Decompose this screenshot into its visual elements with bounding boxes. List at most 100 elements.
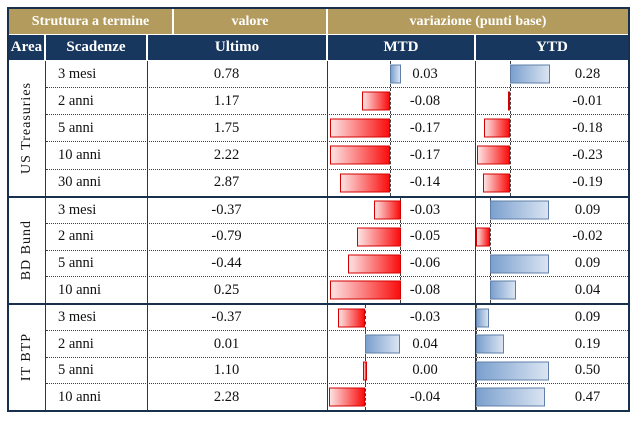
ytd-bar <box>482 173 510 193</box>
ytd-value-cell: 0.09 <box>574 255 601 272</box>
area-group: IT BTP 3 mesi -0.37 -0.03 0.09 2 anni 0.01 0.04… <box>9 302 628 411</box>
ytd-bar-cell <box>476 142 551 169</box>
mtd-value-cell: -0.05 <box>401 224 476 250</box>
mtd-value-cell: -0.17 <box>401 115 476 142</box>
scadenze-cell: 10 anni <box>46 142 148 169</box>
table-header-group-row: Struttura a termine valore variazione (p… <box>9 9 628 34</box>
ytd-value-cell: -0.19 <box>572 174 603 191</box>
mtd-bar-cell <box>328 224 401 250</box>
ytd-value-cell: -0.02 <box>572 228 603 245</box>
column-header-ytd: YTD <box>476 35 628 60</box>
ultimo-cell: 1.17 <box>148 88 328 115</box>
table-row: 3 mesi -0.37 -0.03 0.09 <box>46 197 628 224</box>
table-body: US Treasuries 3 mesi 0.78 0.03 0.28 2 anni 1.1… <box>9 61 628 411</box>
ytd-bar-cell <box>476 88 551 115</box>
table-row: 10 anni 0.25 -0.08 0.04 <box>46 276 628 303</box>
table-row: 5 anni 1.75 -0.17 -0.18 <box>46 114 628 142</box>
mtd-bar-cell <box>328 277 401 303</box>
mtd-bar-cell <box>328 115 401 142</box>
column-header-ultimo: Ultimo <box>148 35 328 60</box>
area-label: BD Bund <box>19 220 34 281</box>
column-header-scadenze: Scadenze <box>46 35 148 60</box>
mtd-value-cell: 0.04 <box>401 331 476 357</box>
zero-axis-line <box>390 115 392 142</box>
mtd-value-cell: -0.08 <box>401 277 476 303</box>
ultimo-cell: 2.22 <box>148 142 328 169</box>
ultimo-cell: 0.01 <box>148 331 328 357</box>
ytd-bar <box>476 227 490 247</box>
ultimo-cell: -0.37 <box>148 197 328 224</box>
term-structure-table: Struttura a termine valore variazione (p… <box>7 7 630 412</box>
mtd-value-cell: -0.08 <box>401 88 476 115</box>
ultimo-cell: 1.75 <box>148 115 328 142</box>
column-header-area: Area <box>9 35 46 60</box>
mtd-bar <box>329 118 391 138</box>
table-row: 2 anni -0.79 -0.05 -0.02 <box>46 223 628 250</box>
mtd-value-cell: 0.03 <box>401 61 476 88</box>
mtd-bar-cell <box>328 169 401 196</box>
ytd-bar-cell <box>476 115 551 142</box>
table-row: 10 anni 2.28 -0.04 0.47 <box>46 383 628 411</box>
table-row: 2 anni 1.17 -0.08 -0.01 <box>46 87 628 115</box>
ytd-value-cell: 0.19 <box>574 335 601 352</box>
ytd-bar <box>476 145 510 165</box>
zero-axis-line <box>390 142 392 169</box>
mtd-bar <box>361 91 391 111</box>
scadenze-cell: 30 anni <box>46 169 148 196</box>
mtd-bar <box>356 227 401 247</box>
zero-axis-line <box>509 169 511 196</box>
mtd-value-cell: -0.03 <box>401 197 476 224</box>
scadenze-cell: 2 anni <box>46 331 148 357</box>
mtd-bar <box>337 308 365 328</box>
group-rows: 3 mesi -0.37 -0.03 0.09 2 anni -0.79 -0.05 -0.0… <box>46 197 628 303</box>
mtd-bar-cell <box>328 357 401 384</box>
scadenze-cell: 5 anni <box>46 250 148 277</box>
table-row: 3 mesi -0.37 -0.03 0.09 <box>46 304 628 331</box>
mtd-value-cell: -0.04 <box>401 384 476 411</box>
zero-axis-line <box>489 224 491 250</box>
ytd-bar-cell <box>476 197 551 224</box>
area-group: US Treasuries 3 mesi 0.78 0.03 0.28 2 anni 1.1… <box>9 61 628 196</box>
ytd-bar <box>489 280 517 300</box>
mtd-bar <box>347 254 401 274</box>
ytd-bar <box>484 118 510 138</box>
scadenze-cell: 2 anni <box>46 88 148 115</box>
scadenze-cell: 3 mesi <box>46 197 148 224</box>
ytd-bar <box>509 64 550 84</box>
mtd-value-cell: -0.06 <box>401 250 476 277</box>
ytd-value-cell: 0.09 <box>574 201 601 218</box>
table-header-columns-row: Area Scadenze Ultimo MTD YTD <box>9 35 628 60</box>
ytd-bar-cell <box>476 250 551 277</box>
group-rows: 3 mesi -0.37 -0.03 0.09 2 anni 0.01 0.04 0.19 5 … <box>46 304 628 411</box>
area-label: IT BTP <box>19 333 34 382</box>
ytd-value-cell: -0.18 <box>572 119 603 136</box>
group-rows: 3 mesi 0.78 0.03 0.28 2 anni 1.17 -0.08 -0.01 5 … <box>46 61 628 196</box>
ytd-value-cell: -0.23 <box>572 146 603 163</box>
table-row: 30 anni 2.87 -0.14 -0.19 <box>46 168 628 196</box>
ultimo-cell: 1.10 <box>148 357 328 384</box>
mtd-bar <box>390 64 401 84</box>
ultimo-cell: 0.25 <box>148 277 328 303</box>
mtd-bar <box>362 361 367 381</box>
scadenze-cell: 10 anni <box>46 384 148 411</box>
ytd-bar <box>476 334 504 354</box>
ytd-bar <box>489 200 550 220</box>
table-row: 10 anni 2.22 -0.17 -0.23 <box>46 141 628 169</box>
ultimo-cell: -0.79 <box>148 224 328 250</box>
ytd-value-cell: 0.04 <box>574 281 601 298</box>
table-row: 5 anni -0.44 -0.06 0.09 <box>46 249 628 277</box>
mtd-bar-cell <box>328 304 401 331</box>
mtd-bar-cell <box>328 61 401 88</box>
header-variazione: variazione (punti base) <box>328 9 628 34</box>
header-struttura-a-termine: Struttura a termine <box>9 9 174 34</box>
mtd-bar-cell <box>328 142 401 169</box>
mtd-bar <box>330 280 401 300</box>
ytd-bar-cell <box>476 384 551 411</box>
mtd-bar <box>340 173 391 193</box>
scadenze-cell: 3 mesi <box>46 61 148 88</box>
scadenze-cell: 3 mesi <box>46 304 148 331</box>
ytd-bar-cell <box>476 169 551 196</box>
mtd-bar <box>329 387 365 407</box>
mtd-value-cell: -0.17 <box>401 142 476 169</box>
